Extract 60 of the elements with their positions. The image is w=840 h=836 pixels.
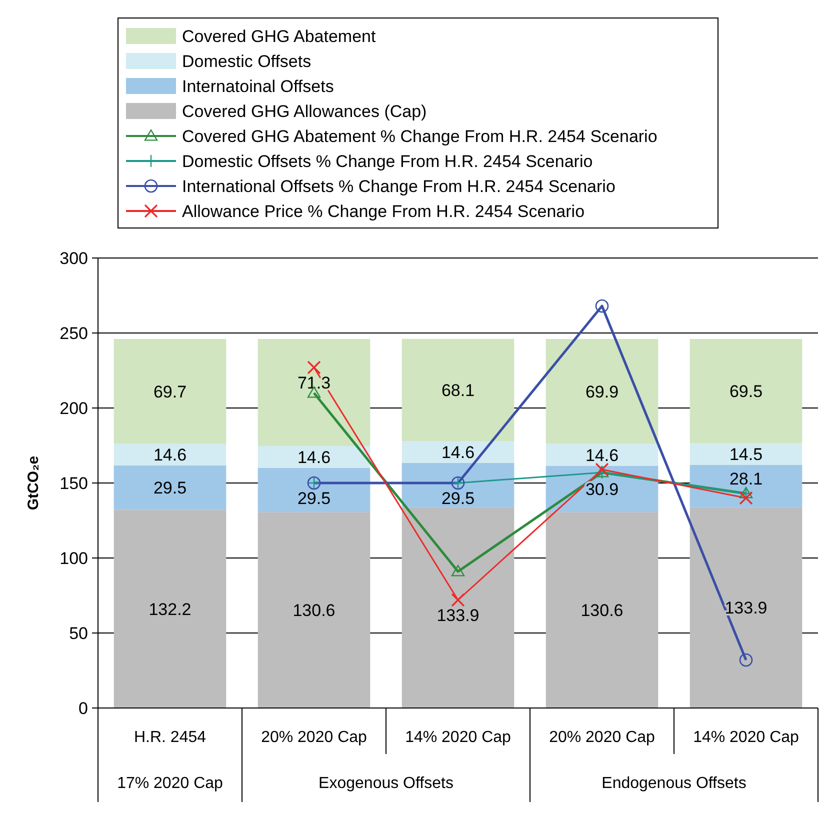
bar xyxy=(114,339,226,444)
legend-label: Domestic Offsets xyxy=(182,52,312,71)
y-tick-label: 150 xyxy=(60,474,88,493)
text: Exogenous Offsets xyxy=(318,775,454,792)
bar xyxy=(114,510,226,708)
x-tick-label: 20% 2020 Cap xyxy=(261,729,368,746)
point xyxy=(451,564,465,576)
data-label: 130.6 xyxy=(292,601,336,620)
data-label: 14.6 xyxy=(441,442,475,462)
y-tick-label: 50 xyxy=(69,624,88,643)
legend-label: Internatoinal Offsets xyxy=(182,77,334,96)
point xyxy=(595,462,609,476)
data-label: 68.1 xyxy=(441,380,475,400)
data-label: 14.6 xyxy=(153,446,187,464)
data-label: 14.6 xyxy=(297,448,331,467)
data-label: 133.9 xyxy=(724,598,768,618)
legend-label: Allowance Price % Change From H.R. 2454 Scenario xyxy=(182,202,585,221)
data-label: 28.1 xyxy=(729,470,763,488)
point xyxy=(739,491,753,505)
x-tick-label: 14% 2020 Cap xyxy=(405,729,512,746)
x-tick-label: H.R. 2454 xyxy=(134,729,206,746)
data-label: 132.2 xyxy=(148,600,192,619)
data-label: 130.6 xyxy=(580,601,624,620)
data-label: 29.5 xyxy=(297,489,331,508)
bar xyxy=(690,339,802,444)
y-tick-label: 100 xyxy=(60,549,88,568)
bar xyxy=(402,338,514,441)
data-label: 133.9 xyxy=(436,606,480,625)
legend-label: Covered GHG Abatement xyxy=(182,27,376,46)
legend-label: International Offsets % Change From H.R. 2454 Scenario xyxy=(182,177,616,196)
data-label: 69.7 xyxy=(153,382,187,402)
x-tick-label: 14% 2020 Cap xyxy=(693,729,800,746)
bar xyxy=(546,512,658,708)
y-tick-label: 200 xyxy=(60,399,88,418)
data-label: 69.9 xyxy=(585,382,619,402)
data-label: 30.9 xyxy=(585,480,619,499)
data-label: 14.6 xyxy=(585,446,619,465)
y-axis-title: GtCO₂e xyxy=(25,456,42,510)
data-label: 14.5 xyxy=(729,445,763,464)
bar xyxy=(546,339,658,444)
point xyxy=(451,593,465,607)
point xyxy=(307,360,321,374)
bar xyxy=(402,507,514,708)
bar xyxy=(258,512,370,708)
y-tick-label: 250 xyxy=(60,324,88,343)
data-label: 29.5 xyxy=(441,489,475,508)
data-label: 69.5 xyxy=(729,382,763,402)
y-tick-label: 300 xyxy=(60,249,88,268)
bar xyxy=(258,339,370,446)
legend-label: Covered GHG Allowances (Cap) xyxy=(182,102,427,121)
legend-label: Covered GHG Abatement % Change From H.R. 2454 Scenario xyxy=(182,127,658,146)
point xyxy=(595,299,609,313)
legend-label: Domestic Offsets % Change From H.R. 2454 Scenario xyxy=(182,152,593,171)
x-tick-label: 20% 2020 Cap xyxy=(549,729,656,746)
text: Endogenous Offsets xyxy=(602,775,746,792)
y-tick-label: 0 xyxy=(78,699,88,718)
bar xyxy=(690,507,802,708)
text: 17% 2020 Cap xyxy=(117,775,224,792)
data-label: 29.5 xyxy=(153,478,187,498)
point xyxy=(739,653,753,667)
